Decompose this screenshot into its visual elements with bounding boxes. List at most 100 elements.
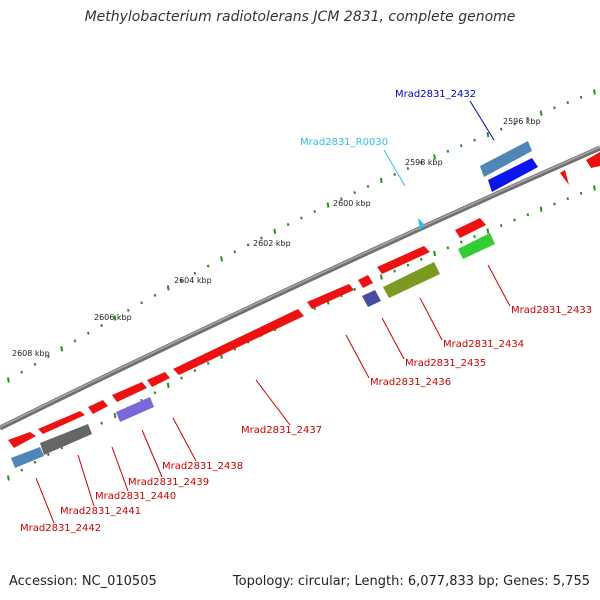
label-leader-lines <box>35 100 511 524</box>
leader-line <box>77 454 95 507</box>
tick-mark <box>526 116 530 120</box>
tick-mark <box>193 369 197 373</box>
scale-label: 2598 kbp <box>405 158 443 167</box>
tick-mark <box>486 228 490 234</box>
gene-label[interactable]: Mrad2831_2436 <box>370 377 451 388</box>
gene-label[interactable]: Mrad2831_2442 <box>20 523 101 534</box>
gene-label[interactable]: Mrad2831_2437 <box>241 425 322 436</box>
topology-text: Topology: circular; Length: 6,077,833 bp… <box>232 574 590 589</box>
gene-box[interactable] <box>11 447 44 468</box>
outer-tick-row <box>7 89 596 383</box>
gene-label[interactable]: Mrad2831_2440 <box>95 491 176 502</box>
gene-arrow[interactable] <box>307 284 354 309</box>
tick-mark <box>86 331 90 335</box>
map-title: Methylobacterium radiotolerans JCM 2831,… <box>84 9 516 25</box>
other-genes <box>11 141 538 468</box>
tick-mark <box>153 391 157 395</box>
tick-mark <box>166 285 170 291</box>
tick-mark <box>406 166 410 171</box>
gene-label[interactable]: Mrad2831_2439 <box>128 477 209 488</box>
tick-mark <box>566 100 570 105</box>
tick-mark <box>379 177 383 184</box>
leader-line <box>419 297 443 341</box>
leader-line <box>383 149 406 187</box>
leader-line <box>469 100 495 141</box>
gene-arrow[interactable] <box>173 309 304 375</box>
gene-arrow[interactable] <box>8 432 36 448</box>
tick-mark <box>353 287 357 291</box>
tick-mark <box>273 228 277 234</box>
tick-mark <box>20 370 24 374</box>
leader-line <box>381 317 405 360</box>
gene-arrow[interactable] <box>586 152 600 168</box>
gene-arrow[interactable] <box>112 382 147 402</box>
tick-mark <box>459 144 463 148</box>
leader-line <box>111 446 129 492</box>
gene-label[interactable]: Mrad2831_2441 <box>60 506 141 517</box>
tick-mark <box>539 206 543 212</box>
tick-mark <box>473 138 476 142</box>
gene-arrow[interactable] <box>455 218 486 238</box>
tick-mark <box>593 89 596 95</box>
tick-mark <box>7 377 10 383</box>
scale-label: 2604 kbp <box>174 276 212 285</box>
tick-mark <box>246 243 250 247</box>
forward-genes <box>8 152 600 448</box>
tick-mark <box>220 256 223 262</box>
tick-mark <box>459 240 463 244</box>
tick-mark <box>379 274 383 280</box>
gene-label[interactable]: Mrad2831_2435 <box>405 358 486 369</box>
tick-mark <box>499 223 503 228</box>
tick-mark <box>33 460 37 464</box>
gene-box[interactable] <box>383 262 440 298</box>
gene-label[interactable]: Mrad2831_2433 <box>511 305 592 316</box>
tick-mark <box>300 216 303 220</box>
tick-mark <box>473 234 476 239</box>
gene-arrow[interactable] <box>147 372 170 387</box>
tick-mark <box>419 257 423 261</box>
gene-label[interactable]: Mrad2831_2434 <box>443 339 524 350</box>
tick-mark <box>433 154 436 160</box>
tick-mark <box>73 339 77 343</box>
tick-mark <box>553 106 556 110</box>
gene-box[interactable] <box>362 290 381 307</box>
gene-arrow[interactable] <box>38 411 85 434</box>
gene-box[interactable] <box>480 141 532 177</box>
rna-marker[interactable] <box>418 218 425 230</box>
tick-mark <box>7 475 10 481</box>
tick-mark <box>353 190 357 195</box>
tick-mark <box>513 122 516 126</box>
tick-mark <box>100 421 103 425</box>
leader-line <box>35 477 55 524</box>
leader-line <box>255 379 291 426</box>
gene-arrow[interactable] <box>88 400 108 414</box>
tick-mark <box>593 185 596 191</box>
tick-mark <box>260 236 263 240</box>
gene-arrow[interactable] <box>560 170 569 185</box>
tick-mark <box>60 346 64 352</box>
tick-mark <box>566 197 570 201</box>
tick-mark <box>313 209 317 214</box>
tick-mark <box>140 301 143 305</box>
tick-mark <box>446 246 450 250</box>
gene-box[interactable] <box>458 233 495 259</box>
tick-mark <box>526 213 530 217</box>
tick-mark <box>393 172 396 176</box>
accession-text: Accession: NC_010505 <box>9 574 157 589</box>
gene-box[interactable] <box>116 397 154 422</box>
gene-arrow[interactable] <box>377 246 430 274</box>
inner-tick-row <box>7 185 596 481</box>
tick-mark <box>406 263 410 267</box>
gene-label[interactable]: Mrad2831_2432 <box>395 89 476 100</box>
tick-mark <box>47 354 50 359</box>
gene-label[interactable]: Mrad2831_2438 <box>162 461 243 472</box>
gene-box[interactable] <box>40 424 92 455</box>
gene-arrow[interactable] <box>358 275 373 288</box>
gene-box[interactable] <box>488 158 538 192</box>
scale-label: 2608 kbp <box>12 349 50 358</box>
tick-mark <box>539 110 543 116</box>
tick-mark <box>33 362 37 366</box>
gene-label[interactable]: Mrad2831_R0030 <box>300 137 388 148</box>
tick-mark <box>233 250 237 254</box>
